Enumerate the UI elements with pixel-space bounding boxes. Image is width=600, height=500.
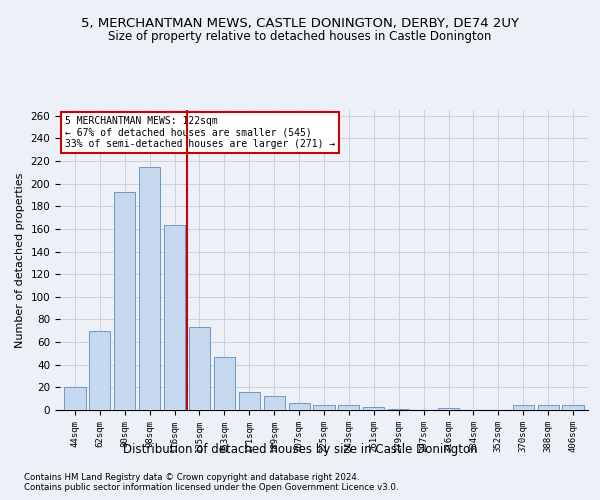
Y-axis label: Number of detached properties: Number of detached properties bbox=[15, 172, 25, 348]
Bar bbox=[313, 406, 335, 410]
Bar bbox=[164, 226, 185, 410]
Text: Size of property relative to detached houses in Castle Donington: Size of property relative to detached ho… bbox=[109, 30, 491, 43]
Bar bbox=[239, 392, 260, 410]
Text: Contains public sector information licensed under the Open Government Licence v3: Contains public sector information licen… bbox=[24, 482, 398, 492]
Bar bbox=[64, 388, 86, 410]
Bar bbox=[538, 406, 559, 410]
Bar bbox=[562, 406, 584, 410]
Text: 5 MERCHANTMAN MEWS: 122sqm
← 67% of detached houses are smaller (545)
33% of sem: 5 MERCHANTMAN MEWS: 122sqm ← 67% of deta… bbox=[65, 116, 335, 149]
Bar bbox=[363, 406, 385, 410]
Bar bbox=[512, 406, 534, 410]
Bar bbox=[214, 357, 235, 410]
Text: 5, MERCHANTMAN MEWS, CASTLE DONINGTON, DERBY, DE74 2UY: 5, MERCHANTMAN MEWS, CASTLE DONINGTON, D… bbox=[81, 18, 519, 30]
Text: Contains HM Land Registry data © Crown copyright and database right 2024.: Contains HM Land Registry data © Crown c… bbox=[24, 472, 359, 482]
Bar bbox=[89, 331, 110, 410]
Bar bbox=[263, 396, 285, 410]
Bar bbox=[338, 406, 359, 410]
Bar bbox=[438, 408, 459, 410]
Bar bbox=[189, 328, 210, 410]
Bar bbox=[114, 192, 136, 410]
Bar bbox=[388, 409, 409, 410]
Bar bbox=[289, 403, 310, 410]
Bar bbox=[139, 166, 160, 410]
Text: Distribution of detached houses by size in Castle Donington: Distribution of detached houses by size … bbox=[122, 442, 478, 456]
